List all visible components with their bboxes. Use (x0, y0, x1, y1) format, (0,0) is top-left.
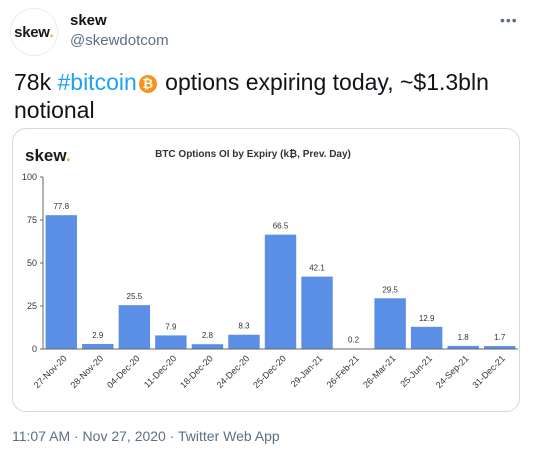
bar (155, 335, 187, 349)
x-tick-label: 04-Dec-20 (105, 353, 142, 390)
bar-chart: skew. BTC Options OI by Expiry (k₿, Prev… (22, 146, 518, 390)
y-tick-label: 25 (27, 301, 37, 311)
x-tick-label: 18-Dec-20 (178, 353, 215, 390)
chart-image-card[interactable]: skew. BTC Options OI by Expiry (k₿, Prev… (12, 128, 520, 412)
bar-value-label: 77.8 (53, 202, 69, 211)
bitcoin-icon: ₿ (138, 75, 157, 93)
tweet-text-before: 78k (14, 69, 58, 95)
bar-value-label: 25.5 (127, 292, 143, 301)
bar (264, 234, 297, 349)
bar (45, 215, 77, 349)
x-tick-label: 27-Nov-20 (32, 353, 69, 390)
bar (374, 298, 406, 349)
hashtag-link[interactable]: #bitcoin (57, 69, 137, 95)
x-tick-label: 11-Dec-20 (142, 353, 178, 389)
author-name[interactable]: skew (70, 12, 107, 29)
chart-brand-text: skew (25, 146, 67, 165)
bar (301, 276, 333, 349)
tweet-text-after: options expiring today, ~$1.3bln notiona… (14, 69, 489, 123)
bar (484, 346, 516, 349)
bar-value-label: 1.7 (494, 333, 506, 342)
y-tick-label: 100 (22, 172, 37, 182)
bar-value-label: 2.9 (92, 331, 104, 340)
bar-value-label: 2.8 (202, 331, 214, 340)
tweet-timestamp[interactable]: 11:07 AM · Nov 27, 2020 · Twitter Web Ap… (12, 428, 280, 444)
y-tick-label: 50 (27, 258, 37, 268)
x-tick-label: 24-Sep-21 (434, 353, 471, 390)
author-handle[interactable]: @skewdotcom (70, 32, 169, 49)
avatar-logo-dot: . (49, 23, 54, 41)
tweet-text: 78k #bitcoin ₿ options expiring today, ~$… (14, 68, 514, 124)
bar (118, 305, 151, 349)
bar-value-label: 66.5 (273, 222, 289, 231)
x-tick-label: 25-Dec-20 (251, 353, 288, 390)
x-tick-label: 26-Feb-21 (325, 353, 361, 389)
y-axis: 0 25 50 75 100 (22, 172, 44, 354)
bar-value-label: 12.9 (419, 314, 435, 323)
chart-title: BTC Options OI by Expiry (k₿, Prev. Day) (155, 148, 351, 160)
chart-brand: skew. (25, 146, 71, 165)
more-icon[interactable]: ••• (500, 12, 518, 28)
x-tick-label: 26-Mar-21 (361, 353, 397, 389)
y-tick-label: 0 (32, 344, 37, 354)
x-tick-label: 31-Dec-21 (470, 353, 507, 390)
bar (228, 334, 260, 349)
bar-value-label: 29.5 (382, 285, 398, 294)
y-tick-label: 75 (27, 215, 37, 225)
bar-value-label: 1.8 (458, 333, 470, 342)
x-tick-label: 28-Nov-20 (68, 353, 105, 390)
x-tick-label: 25-Jun-21 (398, 353, 434, 389)
bar-value-label: 8.3 (238, 322, 250, 331)
x-tick-label: 24-Dec-20 (215, 353, 252, 390)
bar (410, 326, 443, 349)
chart-brand-dot: . (66, 146, 71, 165)
bar (447, 345, 479, 349)
x-axis: 27-Nov-20 28-Nov-20 04-Dec-20 11-Dec-20 18-D… (32, 348, 518, 390)
bars: 77.8 2.9 25.5 7.9 2.8 8.3 66.5 42.1 0.2 29.5 12.9 1… (45, 202, 516, 350)
bar-value-label: 0.2 (348, 336, 360, 345)
bar (191, 344, 224, 349)
bar (82, 344, 114, 349)
avatar-logo-text: skew (14, 23, 50, 41)
bar-value-label: 7.9 (165, 322, 177, 331)
bar-value-label: 42.1 (309, 264, 325, 273)
x-tick-label: 29-Jan-21 (289, 353, 325, 389)
avatar[interactable]: skew. (10, 8, 58, 56)
